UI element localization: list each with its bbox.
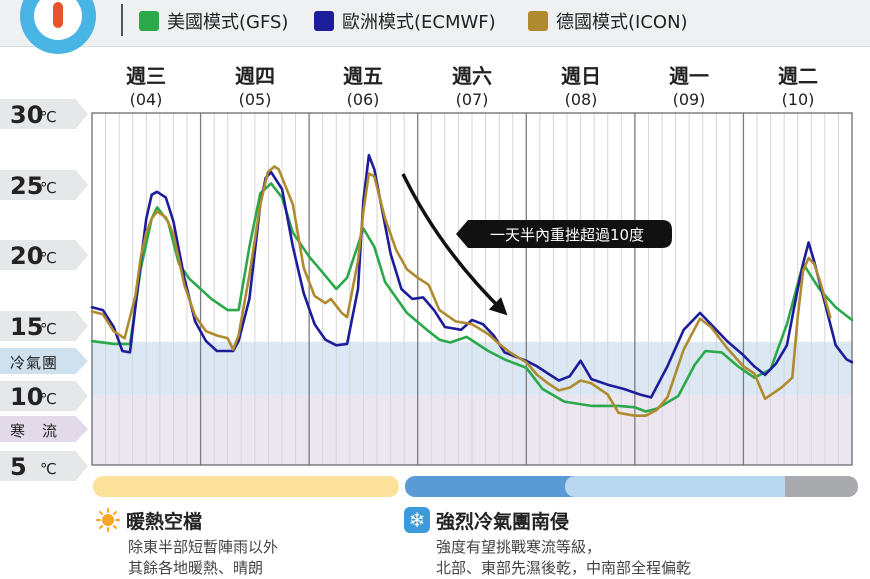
annotation-callout: 一天半內重挫超過10度 <box>456 220 672 248</box>
day-label-thu: 週四 (05) <box>235 64 275 109</box>
legend-label-gfs: 美國模式(GFS) <box>167 12 289 33</box>
y-label-15: 15 ℃ <box>0 311 88 341</box>
sun-icon <box>96 508 120 532</box>
day-label-fri: 週五 (06) <box>343 64 383 109</box>
y-label-30: 30 ℃ <box>0 99 88 129</box>
legend-item-gfs: 美國模式(GFS) <box>139 8 288 34</box>
cold-section-title: 強烈冷氣團南侵 <box>436 511 570 533</box>
top-bar: 美國模式(GFS) 歐洲模式(ECMWF) 德國模式(ICON) <box>0 0 870 54</box>
legend-swatch-icon <box>528 11 548 31</box>
band-label-cold-wave: 寒 流 <box>0 416 88 442</box>
timeline-cold-light-segment <box>565 476 795 497</box>
y-label-10: 10 ℃ <box>0 381 88 411</box>
legend-swatch-gfs <box>139 11 159 31</box>
warm-section-title: 暖熱空檔 <box>126 511 203 533</box>
legend-item-ecmwf: 歐洲模式(ECMWF) <box>314 8 496 34</box>
snowflake-icon: ❄ <box>404 507 430 533</box>
cold-section-line1: 強度有望挑戰寒流等級， <box>436 538 602 556</box>
timeline-end-segment <box>785 476 858 497</box>
legend-label-icon: 德國模式(ICON) <box>556 12 688 33</box>
y-label-20: 20 ℃ <box>0 240 88 270</box>
y-label-25: 25 ℃ <box>0 170 88 200</box>
warm-section-line1: 除東半部短暫陣雨以外 <box>128 538 279 556</box>
legend-item-icon: 德國模式(ICON) <box>528 8 688 34</box>
divider <box>121 4 123 36</box>
legend-swatch-ecmwf <box>314 11 334 31</box>
day-label-mon: 週一 (09) <box>669 64 709 109</box>
band-label-cold-air-mass: 冷氣團 <box>0 348 88 374</box>
warm-section-line2: 其餘各地暖熱、晴朗 <box>128 559 264 577</box>
series-line-2 <box>90 165 832 417</box>
cold-section-line2: 北部、東部先濕後乾，中南部全程偏乾 <box>436 559 692 577</box>
day-label-sat: 週六 (07) <box>452 64 492 109</box>
timeline-cold-segment <box>405 476 590 497</box>
series-line-0 <box>90 182 854 413</box>
annotation-arrow <box>401 173 508 316</box>
annotation-text: 一天半內重挫超過10度 <box>490 226 644 244</box>
day-label-sun: 週日 (08) <box>561 64 601 109</box>
timeline-warm-segment <box>93 476 399 497</box>
legend-label-ecmwf: 歐洲模式(ECMWF) <box>342 12 496 33</box>
day-label-wed: 週三 (04) <box>126 64 166 109</box>
day-label-tue: 週二 (10) <box>778 64 818 109</box>
plot-frame <box>91 112 853 466</box>
y-label-5: 5 ℃ <box>0 451 88 481</box>
